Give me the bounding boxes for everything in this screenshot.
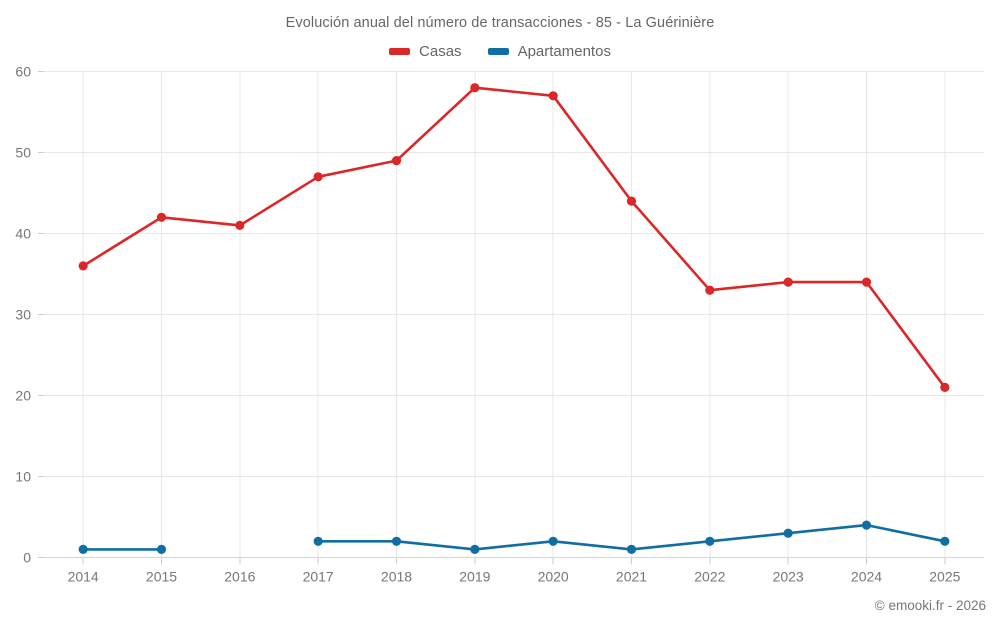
x-axis-tick-label: 2025 bbox=[929, 569, 960, 585]
data-point-apartamentos[interactable] bbox=[470, 544, 480, 555]
y-axis-tick-label: 20 bbox=[15, 388, 31, 404]
footer-credit: © emooki.fr - 2026 bbox=[874, 598, 986, 613]
data-point-casas[interactable] bbox=[940, 382, 950, 392]
data-point-casas[interactable] bbox=[391, 156, 402, 166]
x-axis-tick-label: 2018 bbox=[381, 569, 412, 585]
data-point-casas[interactable] bbox=[783, 277, 793, 287]
data-point-apartamentos[interactable] bbox=[391, 536, 402, 546]
y-axis-tick-label: 60 bbox=[15, 64, 31, 80]
data-point-casas[interactable] bbox=[861, 277, 872, 287]
x-axis-tick-label: 2023 bbox=[773, 569, 804, 585]
data-point-apartamentos[interactable] bbox=[940, 536, 950, 546]
y-axis-tick-label: 0 bbox=[23, 550, 31, 566]
legend-item-apartamentos[interactable]: Apartamentos bbox=[487, 43, 611, 60]
data-point-casas[interactable] bbox=[313, 172, 323, 182]
data-point-apartamentos[interactable] bbox=[861, 520, 872, 530]
x-axis-tick-label: 2015 bbox=[146, 569, 177, 585]
data-point-apartamentos[interactable] bbox=[783, 528, 793, 538]
series-line-casas bbox=[81, 86, 947, 389]
x-axis-tick-label: 2014 bbox=[68, 569, 99, 585]
x-axis-tick-label: 2021 bbox=[616, 569, 647, 585]
data-point-apartamentos[interactable] bbox=[705, 536, 715, 546]
x-axis-tick-label: 2017 bbox=[303, 569, 334, 585]
data-point-casas[interactable] bbox=[235, 220, 245, 230]
x-axis-tick-label: 2024 bbox=[851, 569, 882, 585]
x-axis-tick-label: 2019 bbox=[459, 569, 490, 585]
x-axis-tick-label: 2016 bbox=[224, 569, 255, 585]
chart-legend: Casas Apartamentos bbox=[0, 44, 1000, 59]
data-point-casas[interactable] bbox=[705, 285, 715, 295]
data-point-casas[interactable] bbox=[78, 261, 88, 271]
data-point-casas[interactable] bbox=[470, 83, 480, 93]
chart-title: Evolución anual del número de transaccio… bbox=[285, 15, 715, 31]
data-point-apartamentos[interactable] bbox=[313, 536, 323, 546]
legend-label-apartamentos: Apartamentos bbox=[517, 43, 611, 60]
x-axis-tick-label: 2022 bbox=[694, 569, 725, 585]
data-point-casas[interactable] bbox=[548, 91, 558, 101]
y-axis-tick-label: 50 bbox=[15, 145, 31, 161]
legend-label-casas: Casas bbox=[419, 43, 462, 60]
y-axis-tick-label: 30 bbox=[15, 307, 31, 323]
data-point-apartamentos[interactable] bbox=[548, 536, 558, 546]
data-point-apartamentos[interactable] bbox=[78, 544, 88, 555]
y-axis-tick-label: 40 bbox=[15, 226, 31, 242]
legend-item-casas[interactable]: Casas bbox=[389, 44, 462, 59]
data-point-casas[interactable] bbox=[156, 212, 167, 222]
data-point-apartamentos[interactable] bbox=[626, 544, 637, 555]
y-axis-tick-label: 10 bbox=[15, 469, 31, 485]
x-axis-tick-label: 2020 bbox=[538, 569, 569, 585]
data-point-casas[interactable] bbox=[626, 196, 637, 206]
legend-swatch-casas bbox=[389, 48, 411, 55]
legend-swatch-apartamentos bbox=[487, 48, 509, 55]
data-point-apartamentos[interactable] bbox=[156, 544, 167, 555]
